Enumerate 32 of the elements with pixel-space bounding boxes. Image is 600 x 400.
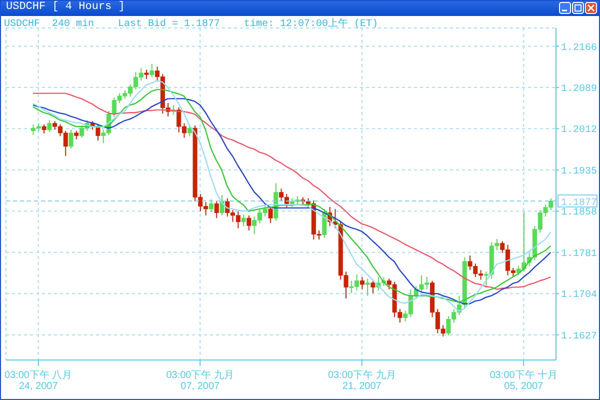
- y-tick-label: 1.1781: [561, 248, 598, 260]
- candlestick: [214, 200, 219, 219]
- candlestick: [187, 124, 192, 137]
- y-tick-label: 1.1858: [561, 208, 598, 219]
- y-tick-label: 1.1704: [561, 290, 598, 302]
- candlestick: [246, 214, 252, 231]
- candlestick: [241, 214, 246, 227]
- y-tick-label: 1.1627: [561, 331, 598, 342]
- x-tick-label: 03:00下午 九月 21, 2007: [328, 369, 396, 392]
- candlestick: [42, 124, 46, 134]
- candlestick: [150, 63, 154, 78]
- candlestick: [365, 278, 370, 296]
- x-tick-label: 03:00下午 九月 07, 2007: [166, 369, 234, 392]
- candlestick: [96, 124, 100, 141]
- y-tick-label: 1.1935: [561, 166, 598, 178]
- candlestick: [68, 129, 74, 149]
- x-tick-label: 03:00下午 十月 05, 2007: [490, 369, 558, 392]
- y-tick-label: 1.2089: [561, 84, 598, 95]
- y-tick-label: 1.2012: [561, 125, 598, 136]
- x-tick-label: 03:00下午 八月 24, 2007: [4, 369, 72, 392]
- ref-line-label: 1.1877: [561, 198, 598, 209]
- candlestick: [47, 120, 52, 132]
- candlestick: [220, 194, 224, 216]
- candlestick: [370, 279, 376, 294]
- chart-subtitle: USDCHF 240 min Last Bid = 1.1877 time: 12:07:00上午 (ET): [4, 16, 378, 30]
- y-tick-label: 1.2166: [561, 42, 598, 54]
- candlestick: [322, 208, 327, 238]
- candlestick: [268, 206, 273, 224]
- candlestick: [360, 276, 364, 290]
- candlestick: [208, 198, 214, 213]
- chart-title: USDCHF [ 4 Hours ]: [6, 1, 125, 13]
- candlestick: [144, 69, 149, 80]
